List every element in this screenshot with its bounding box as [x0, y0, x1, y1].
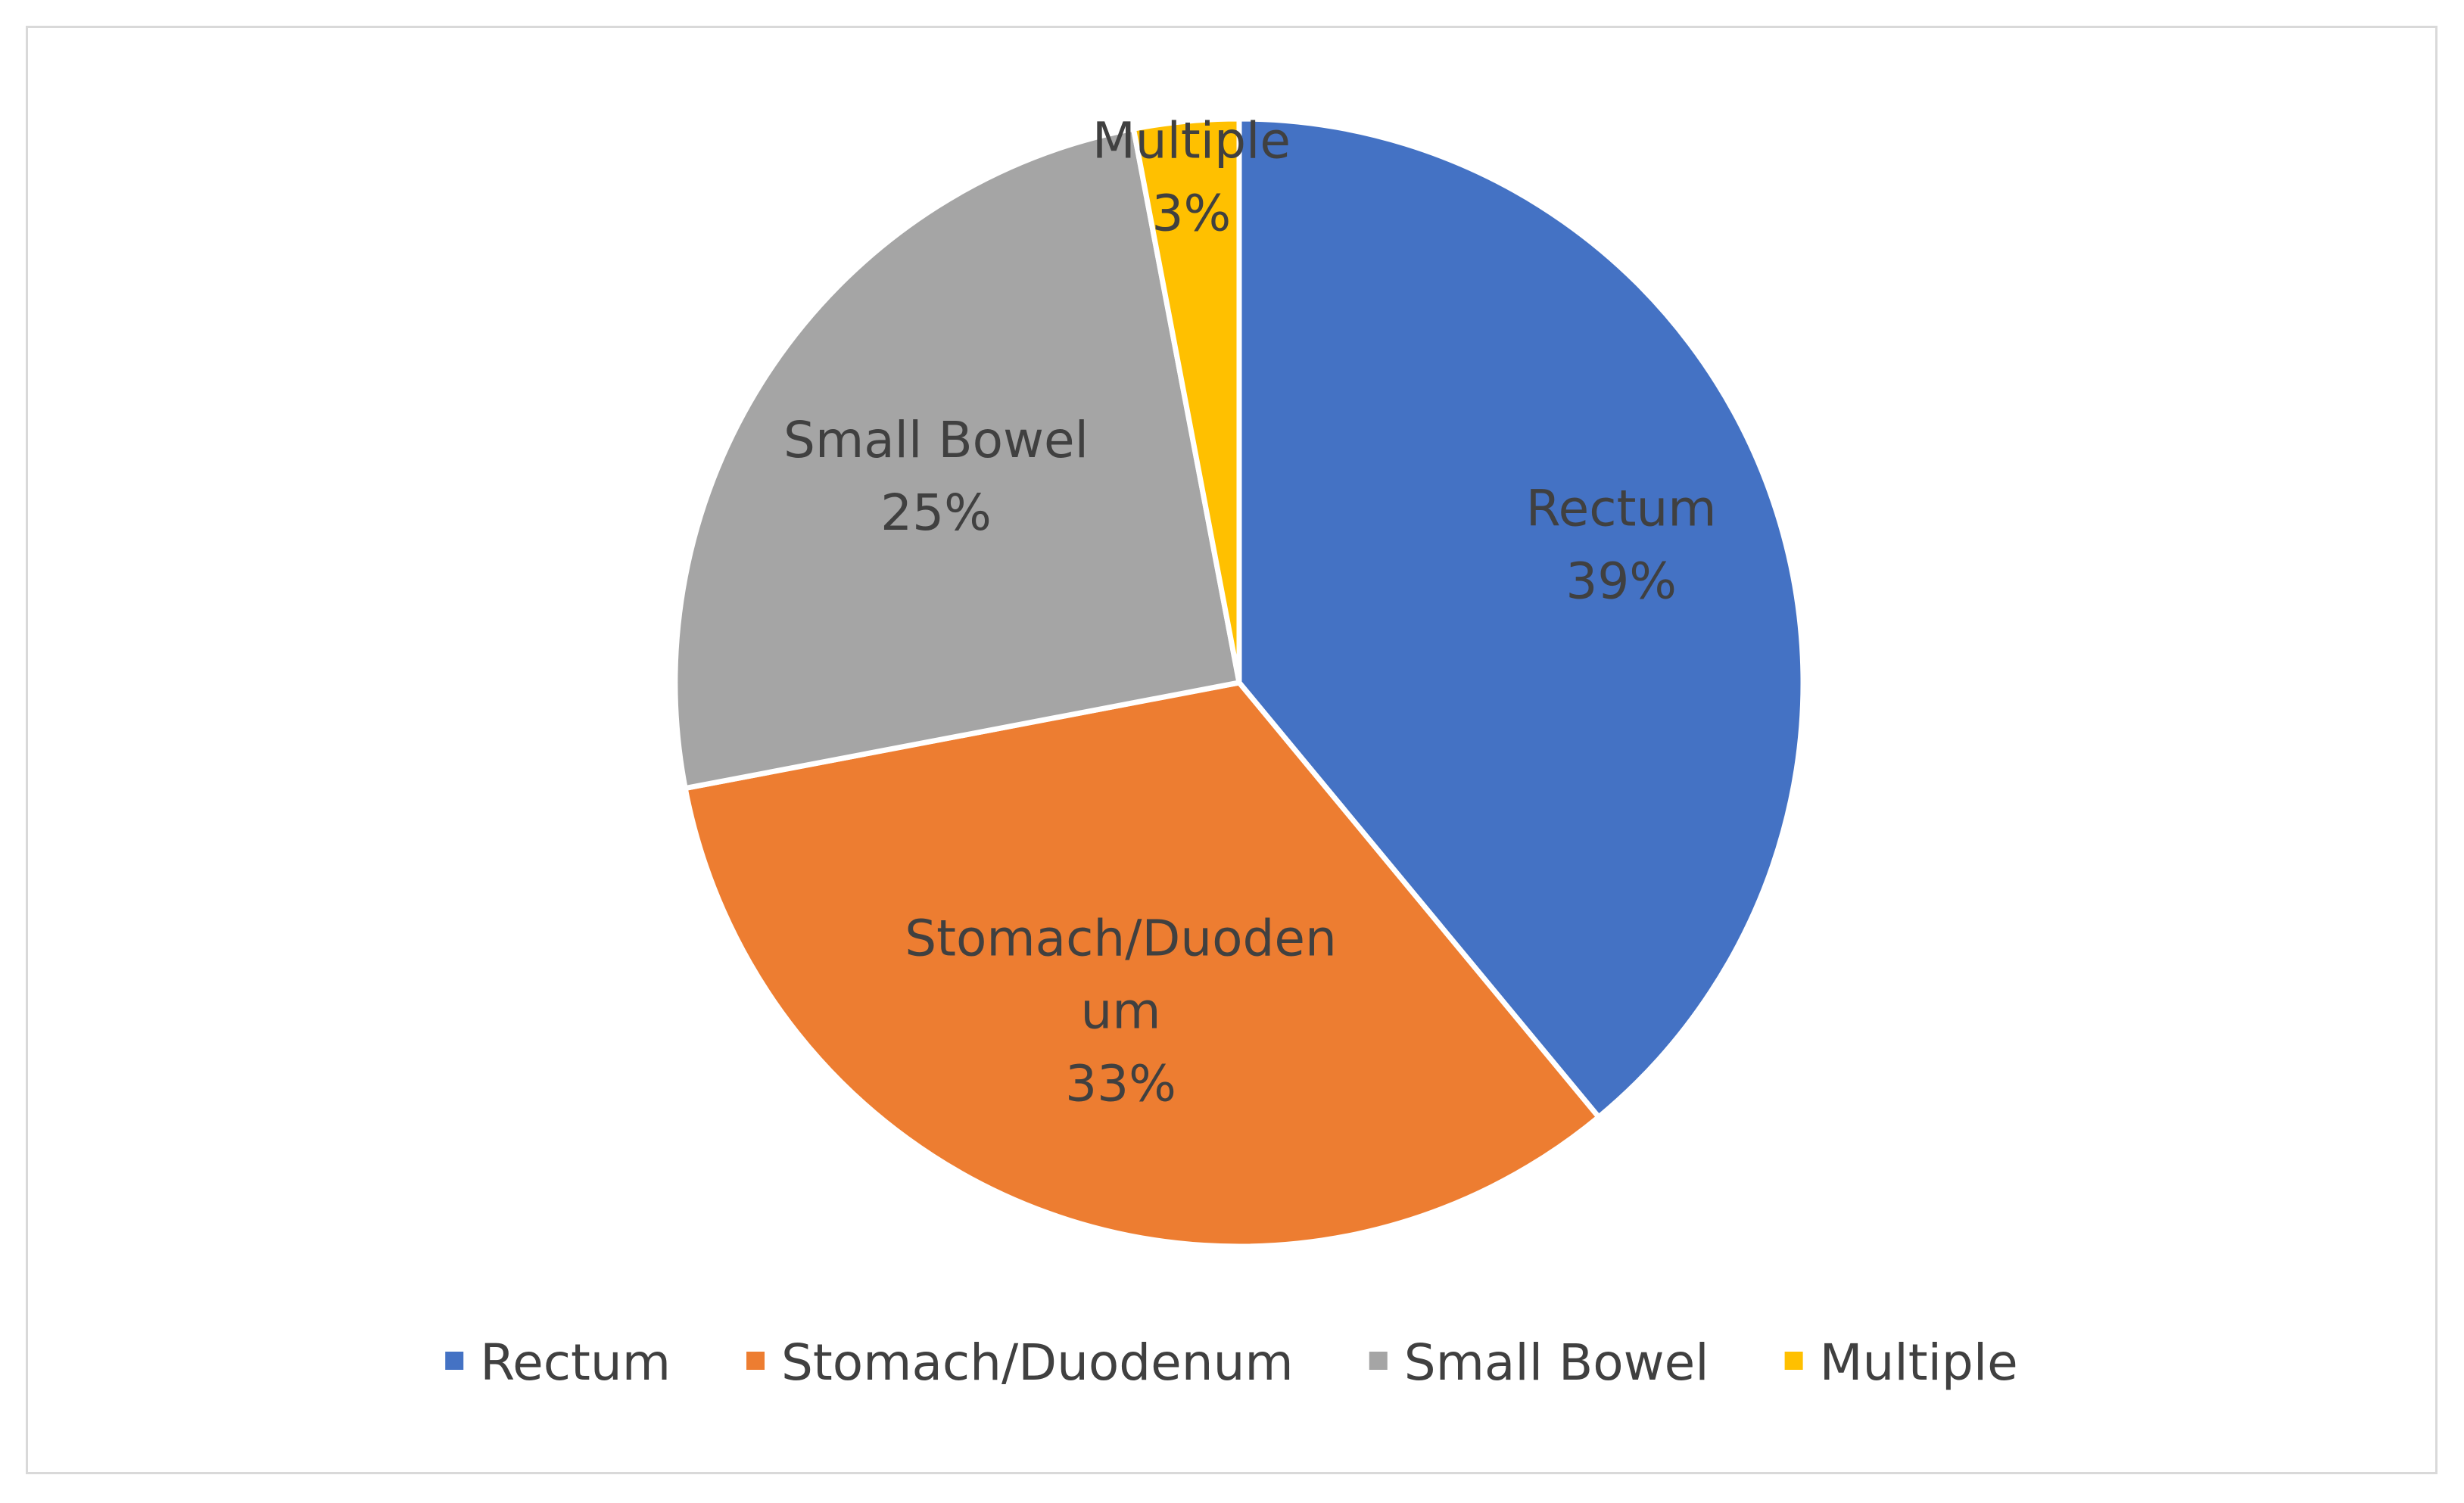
- pie-slice-rectum: [1236, 116, 1806, 1120]
- chart-frame: Rectum 39% Stomach/Duoden um 33% Small Bowel 2…: [26, 26, 2438, 1474]
- legend-label-multiple: Multiple: [1820, 1333, 2018, 1392]
- legend-swatch-multiple: [1784, 1352, 1803, 1370]
- legend-swatch-small-bowel: [1369, 1352, 1388, 1370]
- legend-label-stomach-duodenum: Stomach/Duodenum: [781, 1333, 1294, 1392]
- slice-label-small-bowel: Small Bowel 25%: [783, 411, 1089, 542]
- slice-label-multiple: Multiple 3%: [1092, 111, 1291, 242]
- pie-slice-multiple: [1130, 116, 1242, 686]
- legend-label-rectum: Rectum: [480, 1333, 671, 1392]
- slice-label-stomach-duodenum: Stomach/Duoden um 33%: [905, 910, 1337, 1113]
- legend-swatch-stomach-duodenum: [746, 1352, 765, 1370]
- slice-labels: Rectum 39% Stomach/Duoden um 33% Small Bowel 2…: [783, 111, 1717, 1112]
- pie-slice-small-bowel: [672, 126, 1242, 792]
- pie-slices: [672, 116, 1806, 1249]
- pie-slice-stomach-duodenum: [682, 680, 1602, 1249]
- slice-label-rectum: Rectum 39%: [1526, 479, 1717, 610]
- pie-chart: Rectum 39% Stomach/Duoden um 33% Small Bowel 2…: [445, 111, 2018, 1392]
- legend-label-small-bowel: Small Bowel: [1404, 1333, 1709, 1392]
- legend-swatch-rectum: [445, 1352, 464, 1370]
- legend: Rectum Stomach/Duodenum Small Bowel Multipl…: [445, 1333, 2018, 1392]
